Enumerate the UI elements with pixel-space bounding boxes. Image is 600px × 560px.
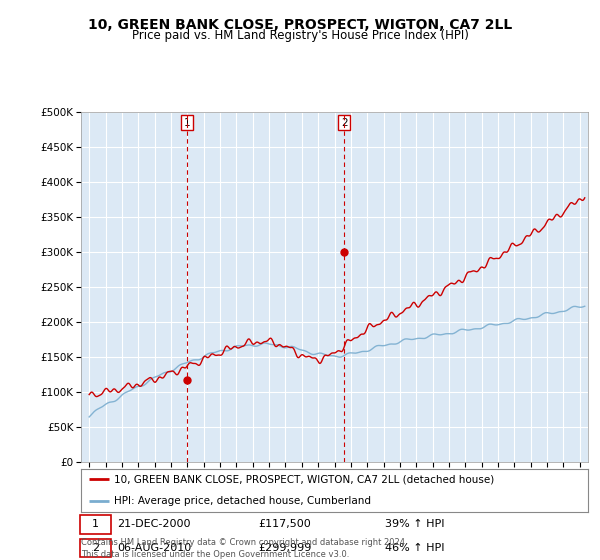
Text: 21-DEC-2000: 21-DEC-2000 xyxy=(118,520,191,529)
FancyBboxPatch shape xyxy=(80,539,112,557)
Text: 1: 1 xyxy=(92,520,99,529)
Text: 10, GREEN BANK CLOSE, PROSPECT, WIGTON, CA7 2LL (detached house): 10, GREEN BANK CLOSE, PROSPECT, WIGTON, … xyxy=(114,474,494,484)
Text: 2: 2 xyxy=(341,118,347,128)
Text: 10, GREEN BANK CLOSE, PROSPECT, WIGTON, CA7 2LL: 10, GREEN BANK CLOSE, PROSPECT, WIGTON, … xyxy=(88,18,512,32)
Text: 1: 1 xyxy=(184,118,190,128)
Text: HPI: Average price, detached house, Cumberland: HPI: Average price, detached house, Cumb… xyxy=(114,496,371,506)
Text: £299,999: £299,999 xyxy=(259,543,312,553)
Text: 06-AUG-2010: 06-AUG-2010 xyxy=(118,543,192,553)
FancyBboxPatch shape xyxy=(80,515,112,534)
Text: 39% ↑ HPI: 39% ↑ HPI xyxy=(385,520,445,529)
Text: 2: 2 xyxy=(92,543,99,553)
Text: £117,500: £117,500 xyxy=(259,520,311,529)
Text: Contains HM Land Registry data © Crown copyright and database right 2024.
This d: Contains HM Land Registry data © Crown c… xyxy=(81,538,407,559)
Text: Price paid vs. HM Land Registry's House Price Index (HPI): Price paid vs. HM Land Registry's House … xyxy=(131,29,469,42)
Text: 46% ↑ HPI: 46% ↑ HPI xyxy=(385,543,445,553)
